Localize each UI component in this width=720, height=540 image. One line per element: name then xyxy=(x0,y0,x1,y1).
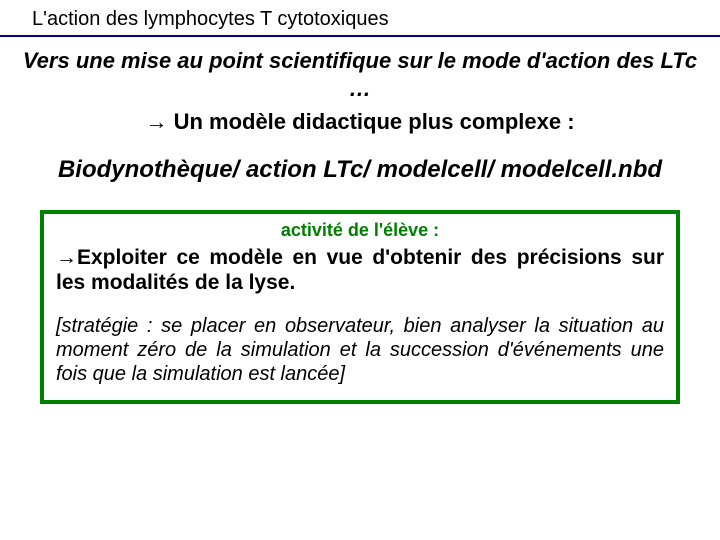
slide-header: L'action des lymphocytes T cytotoxiques xyxy=(0,0,720,37)
arrow-icon: → xyxy=(145,109,167,134)
subtitle-line1: Vers une mise au point scientifique sur … xyxy=(0,37,720,108)
activity-strategy: [stratégie : se placer en observateur, b… xyxy=(56,314,664,386)
file-path: Biodynothèque/ action LTc/ modelcell/ mo… xyxy=(0,150,720,205)
activity-main-text: Exploiter ce modèle en vue d'obtenir des… xyxy=(56,246,664,294)
activity-box: activité de l'élève : →Exploiter ce modè… xyxy=(40,210,680,403)
slide-page: L'action des lymphocytes T cytotoxiques … xyxy=(0,0,720,540)
activity-main: →Exploiter ce modèle en vue d'obtenir de… xyxy=(56,245,664,295)
subtitle-line2: → Un modèle didactique plus complexe : xyxy=(0,108,720,150)
arrow-icon: → xyxy=(56,245,77,269)
subtitle-line2-text: Un modèle didactique plus complexe : xyxy=(167,109,574,134)
activity-title: activité de l'élève : xyxy=(56,220,664,241)
